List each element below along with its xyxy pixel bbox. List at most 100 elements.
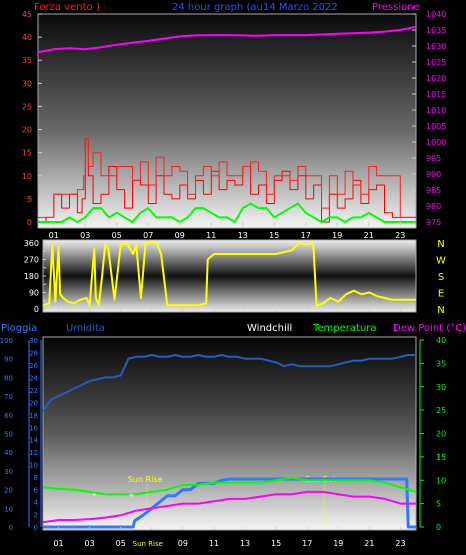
wind-axis-tick-label: 5 [27, 195, 32, 204]
time-tick-label-top: 21 [364, 231, 374, 240]
rain-axis-tick-label: 0 [34, 524, 38, 532]
pressure-axis-tick-label: 980 [426, 202, 441, 211]
rain-axis-tick-label: 12 [29, 449, 38, 457]
windchill-legend: Windchill [247, 323, 292, 334]
time-tick-label-bottom: 15 [271, 539, 281, 548]
rain-axis-tick-label: 10 [29, 462, 38, 470]
time-tick-label-bottom: 11 [209, 539, 219, 548]
wind-axis-tick-label: 0 [27, 218, 32, 227]
pressure-axis-tick-label: 990 [426, 170, 441, 179]
pressure-axis-title: Pressione [372, 2, 420, 13]
pressure-axis-tick-label: 995 [426, 154, 441, 163]
rain-axis-tick-label: 2 [34, 512, 38, 520]
rain-axis-title: Pioggia [1, 323, 37, 334]
dewpoint-line [42, 490, 416, 524]
wind-axis-tick-label: 30 [22, 79, 32, 88]
rain-axis-tick-label: 16 [29, 424, 38, 432]
rain-line [43, 477, 416, 529]
direction-axis-tick-label: 180 [24, 272, 39, 281]
panel-temperature-humidity [42, 336, 417, 531]
compass-label: W [436, 256, 446, 267]
sunrise-label: Sun Rise [128, 475, 163, 484]
temperature-legend: Temperatura [312, 323, 377, 334]
rain-axis-tick-label: 18 [29, 412, 38, 420]
time-tick-label-top: 19 [332, 231, 342, 240]
humidity-line [42, 354, 416, 412]
temperature-axis-tick-label: 10 [436, 476, 446, 485]
wind-axis-tick-label: 20 [22, 126, 32, 135]
time-tick-label-bottom: 03 [85, 539, 95, 548]
humidity-axis-tick-label: 10 [4, 505, 13, 513]
compass-label: N [437, 239, 444, 250]
pressure-axis-tick-label: 985 [426, 186, 441, 195]
wind-axis-tick-label: 45 [22, 10, 32, 19]
rain-axis-tick-label: 24 [29, 374, 38, 382]
wind-axis-tick-label: 35 [22, 56, 32, 65]
rain-axis-tick-label: 14 [29, 437, 38, 445]
time-tick-label-bottom: 19 [333, 539, 343, 548]
humidity-axis-tick-label: 90 [4, 356, 13, 364]
time-tick-label-bottom: 23 [395, 539, 405, 548]
rain-axis-tick-label: 6 [34, 487, 39, 495]
time-tick-label-bottom: 21 [364, 539, 374, 548]
rain-axis-tick-label: 30 [29, 337, 38, 345]
rain-axis-tick-label: 4 [34, 499, 39, 507]
panel-wind-pressure [37, 13, 417, 229]
temperature-axis-tick-label: 5 [436, 500, 441, 509]
humidity-axis-tick-label: 60 [4, 412, 13, 420]
chart-title-date: 14 Marzo 2022 [263, 2, 338, 13]
direction-axis-tick-label: 270 [24, 256, 39, 265]
time-tick-label-top: 15 [269, 231, 279, 240]
pressure-line [37, 25, 417, 54]
chart-title: 24 hour graph (au [172, 2, 263, 13]
wind-axis-tick-label: 40 [22, 33, 32, 42]
rain-axis-tick-label: 20 [29, 399, 38, 407]
time-tick-label-bottom: 17 [302, 539, 312, 548]
direction-axis-tick-label: 0 [34, 305, 39, 314]
pressure-axis-tick-label: 1030 [426, 42, 446, 51]
pressure-axis-tick-label: 1035 [426, 26, 446, 35]
wind-axis-tick-label: 25 [22, 102, 32, 111]
time-tick-label-bottom: 05 [116, 539, 126, 548]
humidity-axis-tick-label: 40 [4, 449, 13, 457]
time-tick-label-bottom: 13 [240, 539, 250, 548]
humidity-axis-tick-label: 80 [4, 374, 13, 382]
rain-axis-tick-label: 28 [29, 349, 38, 357]
time-tick-label-top: 23 [395, 231, 405, 240]
dewpoint-axis-title: Dew Point (°C) [393, 323, 466, 334]
humidity-axis-tick-label: 70 [4, 393, 13, 401]
pressure-axis-tick-label: 1010 [426, 106, 446, 115]
compass-label: S [438, 272, 444, 283]
temperature-axis-tick-label: 25 [436, 406, 446, 415]
temperature-axis-tick-label: 20 [436, 430, 446, 439]
pressure-axis-tick-label: 1005 [426, 122, 446, 131]
time-tick-label-top: 03 [80, 231, 90, 240]
humidity-axis-tick-label: 30 [4, 468, 13, 476]
wind-axis-tick-label: 10 [22, 172, 32, 181]
compass-label: N [437, 305, 444, 316]
temperature-line [42, 476, 417, 496]
wind-gust-line [38, 138, 416, 218]
time-tick-label-top: 01 [49, 231, 59, 240]
wind-axis-title-suffix: ) [96, 2, 100, 13]
rain-axis-tick-label: 22 [29, 387, 38, 395]
direction-axis-tick-label: 360 [24, 239, 39, 248]
temperature-axis-tick-label: 40 [436, 336, 446, 345]
time-tick-label-top: 11 [206, 231, 216, 240]
humidity-axis-tick-label: 100 [0, 337, 13, 345]
wind-axis-tick-label: 15 [22, 149, 32, 158]
rain-axis-tick-label: 26 [29, 362, 38, 370]
pressure-axis-tick-label: 1015 [426, 90, 446, 99]
time-tick-label-top: 09 [175, 231, 185, 240]
time-tick-label-top: 17 [301, 231, 311, 240]
wind-average-line [38, 202, 416, 223]
temperature-axis-tick-label: 35 [436, 359, 446, 368]
time-tick-label-top: 13 [238, 231, 248, 240]
pressure-axis-tick-label: 1025 [426, 58, 446, 67]
pressure-axis-tick-label: 1040 [426, 10, 446, 19]
wind-axis-title: Forza vento [34, 2, 93, 13]
humidity-axis-tick-label: 50 [4, 431, 13, 439]
time-tick-label-top: 07 [143, 231, 153, 240]
compass-label: E [438, 289, 444, 300]
